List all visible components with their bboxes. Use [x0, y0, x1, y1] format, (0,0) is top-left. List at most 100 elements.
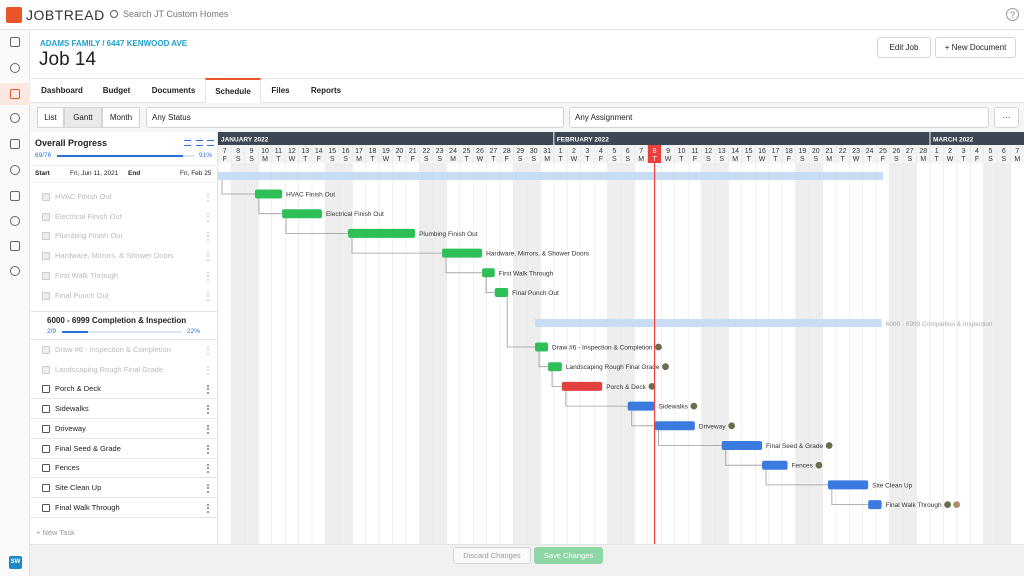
drag-handle[interactable]: [207, 212, 209, 222]
logo[interactable]: JOBTREAD: [26, 7, 105, 23]
task-name[interactable]: Site Clean Up: [55, 482, 102, 492]
tab[interactable]: Files: [271, 86, 290, 95]
assignee-avatar[interactable]: [727, 421, 736, 430]
rail-icon[interactable]: [10, 241, 20, 251]
view-button[interactable]: Month: [102, 107, 140, 128]
rail-icon[interactable]: [10, 113, 20, 123]
panel-icon[interactable]: [207, 140, 214, 146]
drag-handle[interactable]: [207, 385, 209, 395]
task-name[interactable]: Porch & Deck: [55, 384, 101, 394]
tab[interactable]: Dashboard: [41, 86, 83, 95]
drag-handle[interactable]: [207, 252, 209, 262]
tab[interactable]: Reports: [310, 86, 342, 95]
drag-handle[interactable]: [207, 365, 209, 375]
drag-handle[interactable]: [207, 424, 209, 434]
assignee-avatar[interactable]: [647, 382, 657, 391]
task-row[interactable]: [30, 458, 218, 479]
task-checkbox[interactable]: [42, 291, 50, 300]
task-checkbox[interactable]: [42, 483, 50, 492]
assignee-avatar[interactable]: [814, 461, 824, 470]
drag-handle[interactable]: [207, 503, 209, 513]
task-bar[interactable]: [561, 381, 603, 391]
task-name[interactable]: Landscaping Rough Final Grade: [55, 364, 163, 374]
task-name[interactable]: Electrical Finish Out: [55, 211, 122, 221]
task-checkbox[interactable]: [42, 385, 50, 394]
task-checkbox[interactable]: [42, 424, 50, 433]
task-row[interactable]: [30, 498, 218, 518]
task-checkbox[interactable]: [42, 271, 50, 280]
task-checkbox[interactable]: [42, 503, 50, 512]
task-checkbox[interactable]: [42, 212, 50, 221]
task-name[interactable]: Draw #6 - Inspection & Completion: [55, 345, 171, 354]
task-bar[interactable]: [494, 288, 509, 297]
task-name[interactable]: Sidewalks: [55, 404, 89, 414]
task-bar[interactable]: [548, 362, 562, 372]
assignee-avatar[interactable]: [654, 342, 663, 352]
task-checkbox[interactable]: [42, 252, 50, 261]
drag-handle[interactable]: [207, 271, 209, 281]
panel-icon[interactable]: [196, 140, 203, 146]
task-row[interactable]: [30, 399, 218, 420]
rail-icon[interactable]: [10, 63, 20, 73]
task-checkbox[interactable]: [42, 444, 50, 453]
new-task-button[interactable]: + New Task: [36, 528, 75, 537]
new-document-button[interactable]: + New Document: [935, 37, 1016, 58]
rail-icon[interactable]: [10, 165, 20, 175]
task-checkbox[interactable]: [42, 365, 50, 374]
task-name[interactable]: Final Punch Out: [55, 290, 109, 300]
drag-handle[interactable]: [207, 232, 209, 242]
user-avatar[interactable]: SW: [9, 556, 22, 569]
view-button[interactable]: List: [37, 107, 64, 128]
task-name[interactable]: First Walk Through: [55, 270, 118, 280]
task-bar[interactable]: [762, 460, 788, 470]
task-bar[interactable]: [282, 209, 322, 219]
discard-button[interactable]: Discard Changes: [453, 547, 531, 564]
more-button[interactable]: ···: [994, 107, 1019, 128]
drag-handle[interactable]: [207, 444, 209, 454]
rail-icon[interactable]: [10, 191, 20, 201]
task-name[interactable]: Final Seed & Grade: [55, 443, 121, 453]
task-bar[interactable]: [654, 421, 695, 431]
task-bar[interactable]: [627, 401, 655, 411]
task-name[interactable]: Driveway: [55, 423, 86, 433]
status-filter[interactable]: Any Status: [146, 107, 564, 128]
drag-handle[interactable]: [207, 464, 209, 474]
rail-icon[interactable]: [10, 139, 20, 149]
task-bar[interactable]: [827, 480, 869, 490]
drag-handle[interactable]: [207, 346, 209, 355]
task-bar[interactable]: [721, 441, 763, 450]
drag-handle[interactable]: [207, 405, 209, 415]
edit-job-button[interactable]: Edit Job: [877, 37, 931, 58]
task-row[interactable]: [30, 419, 218, 439]
tab[interactable]: Documents: [151, 86, 196, 95]
breadcrumb[interactable]: ADAMS FAMILY / 6447 KENWOOD AVE: [40, 39, 188, 48]
task-checkbox[interactable]: [42, 464, 50, 473]
assignee-avatar[interactable]: [689, 401, 699, 411]
group-row[interactable]: [30, 311, 218, 340]
rail-icon[interactable]: [10, 89, 20, 99]
task-checkbox[interactable]: [42, 232, 50, 241]
task-checkbox[interactable]: [42, 193, 50, 201]
help-button[interactable]: ?: [1006, 8, 1019, 21]
task-bar[interactable]: [442, 248, 483, 258]
assignee-avatar[interactable]: [661, 362, 670, 371]
drag-handle[interactable]: [207, 483, 209, 493]
task-name[interactable]: Final Walk Through: [55, 502, 120, 512]
task-bar[interactable]: [868, 500, 882, 510]
task-name[interactable]: Fences: [55, 463, 80, 473]
task-name[interactable]: Hardware, Mirrors, & Shower Doors: [55, 251, 174, 261]
task-row[interactable]: [30, 478, 218, 498]
task-bar[interactable]: [535, 342, 549, 352]
rail-icon[interactable]: [10, 266, 20, 276]
task-name[interactable]: Plumbing Finish Out: [55, 231, 123, 241]
group-name[interactable]: 6000 - 6999 Completion & Inspection: [47, 316, 187, 325]
drag-handle[interactable]: [207, 291, 209, 301]
rail-active[interactable]: [0, 83, 30, 105]
rail-icon[interactable]: [10, 216, 20, 226]
task-row[interactable]: [30, 379, 218, 400]
tab[interactable]: Budget: [102, 86, 131, 95]
group-bar[interactable]: [535, 319, 882, 327]
rail-icon[interactable]: [10, 37, 20, 47]
task-bar[interactable]: [482, 268, 495, 278]
assignee-avatar[interactable]: [943, 500, 952, 509]
